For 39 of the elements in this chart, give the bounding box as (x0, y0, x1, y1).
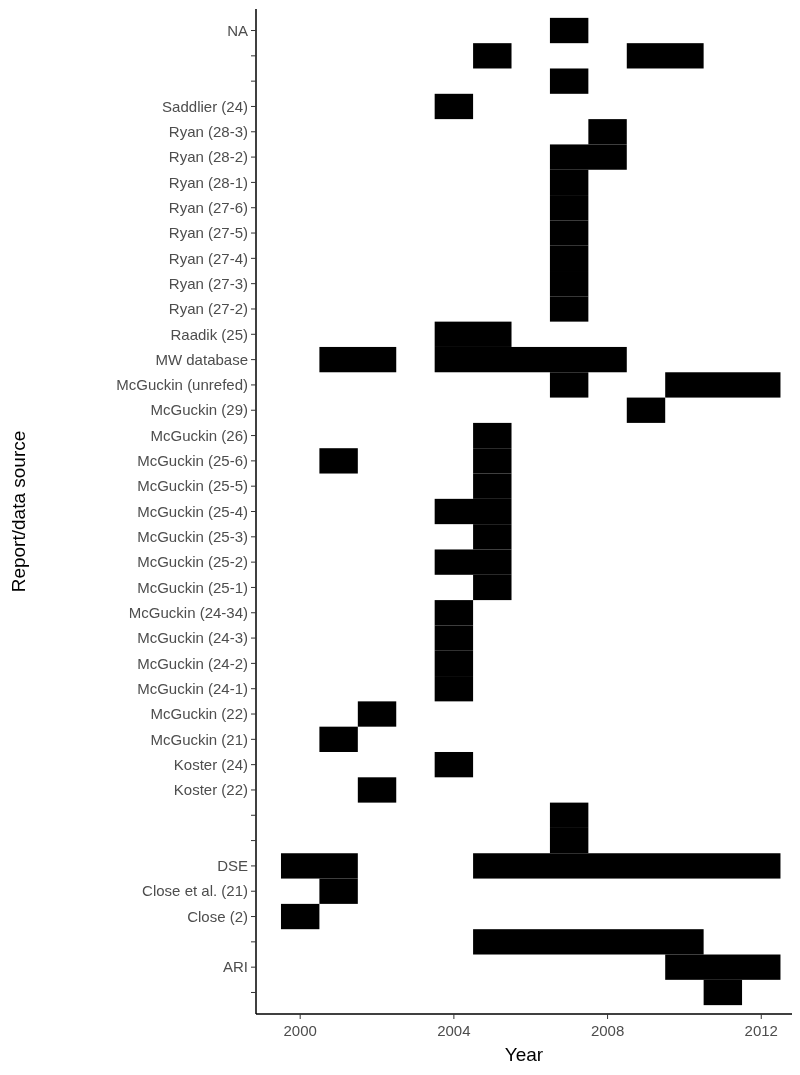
y-tick-label: McGuckin (24-3) (137, 629, 248, 647)
y-tick-label: Koster (22) (173, 781, 248, 799)
y-tick-label: DSE (217, 857, 248, 875)
y-tick-label: McGuckin (25-6) (137, 452, 248, 470)
y-tick-label: Ryan (27-6) (168, 198, 248, 216)
y-tick-label: ARI (222, 958, 248, 976)
y-tick-label: NA (227, 21, 248, 39)
y-tick-label: McGuckin (21) (150, 730, 248, 748)
x-tick-label: 2000 (283, 1022, 317, 1039)
y-tick-label: MW database (155, 350, 248, 368)
y-tick-label: McGuckin (25-2) (137, 553, 248, 571)
y-tick-label: Ryan (27-4) (168, 249, 248, 267)
y-tick-label: Ryan (27-5) (168, 224, 248, 242)
y-tick-label: Close et al. (21) (142, 882, 248, 900)
y-tick-label: Ryan (28-2) (168, 148, 248, 166)
x-tick-label: 2004 (437, 1022, 471, 1039)
y-tick-label: McGuckin (26) (150, 426, 248, 444)
y-tick-label: McGuckin (22) (150, 705, 248, 723)
y-tick-label: Koster (24) (173, 755, 248, 773)
y-tick-label: Ryan (27-2) (168, 300, 248, 318)
y-tick-label: McGuckin (24-2) (137, 654, 248, 672)
y-axis-title: Report/data source (8, 430, 29, 593)
x-tick-label: 2008 (590, 1022, 625, 1039)
x-axis-title: Year (504, 1044, 544, 1065)
y-tick-label: McGuckin (25-5) (137, 477, 248, 495)
y-tick-label: McGuckin (25-3) (137, 528, 248, 546)
y-tick-label: McGuckin (25-4) (137, 502, 248, 520)
y-tick-label: McGuckin (24-1) (137, 679, 248, 697)
y-tick-label: Close (2) (187, 907, 248, 925)
y-tick-label: Ryan (28-3) (168, 123, 248, 141)
x-tick-label: 2012 (744, 1022, 778, 1039)
y-tick-label: Ryan (28-1) (168, 173, 248, 191)
y-tick-label: McGuckin (25-1) (137, 578, 248, 596)
y-tick-label: Saddlier (24) (162, 97, 248, 115)
y-tick-label: McGuckin (unrefed) (116, 376, 248, 394)
y-tick-label: Ryan (27-3) (168, 274, 248, 292)
y-tick-label: Raadik (25) (170, 325, 248, 343)
y-tick-label: McGuckin (24-34) (128, 604, 248, 622)
y-tick-label: McGuckin (29) (150, 401, 248, 419)
